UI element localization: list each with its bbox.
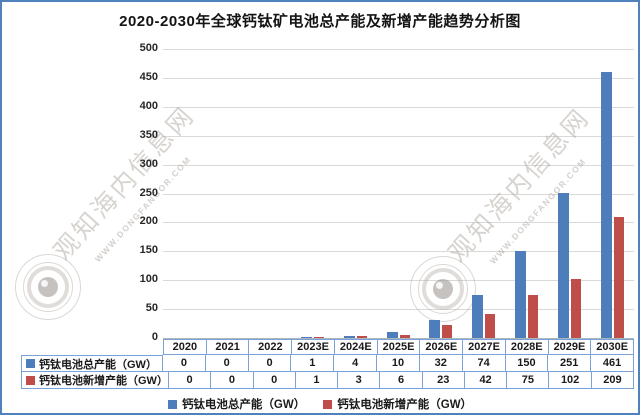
gridline-400 (163, 106, 634, 108)
table-cell-2025E: 10 (377, 355, 420, 372)
y-axis-tick-200: 200 (139, 215, 158, 228)
watermark-site-text: 观知海内信息网 (48, 101, 201, 266)
legend: 钙钛电池总产能（GW） 钙钛电池新增产能（GW） (2, 395, 638, 413)
table-row-label: 钙钛电池总产能（GW） (21, 355, 163, 372)
bar-total-2027E (472, 295, 484, 338)
table-header-2030E: 2030E (591, 339, 635, 355)
table-header-2021: 2021 (206, 339, 250, 355)
table-header-2024E: 2024E (334, 339, 378, 355)
y-axis-tick-0: 0 (151, 331, 158, 343)
gridline-250 (163, 193, 634, 195)
bar-new-2028E (527, 295, 538, 338)
table-header-2027E: 2027E (463, 339, 506, 355)
y-axis-tick-300: 300 (139, 157, 158, 170)
y-axis-tick-100: 100 (139, 273, 158, 286)
table-row-label-text: 钙钛电池总产能（GW） (39, 358, 157, 371)
table-cell-2022: 0 (253, 372, 296, 389)
bar-new-2023E (313, 337, 324, 338)
gridline-100 (163, 280, 634, 282)
bar-new-2027E (485, 314, 496, 338)
table-cell-2023E: 1 (291, 355, 335, 372)
table-cell-2026E: 32 (419, 355, 463, 372)
y-axis-tick-50: 50 (145, 302, 158, 315)
table-cell-2024E: 3 (338, 372, 381, 389)
table-header-2029E: 2029E (548, 339, 592, 355)
chart-title: 2020-2030年全球钙钛矿电池总产能及新增产能趋势分析图 (119, 13, 521, 30)
new-legend-marker-icon (323, 399, 333, 409)
table-header-2025E: 2025E (377, 339, 421, 355)
table-row-total: 钙钛电池总产能（GW） 0 0 0 1 4 10 32 74 150 251 461 (21, 355, 634, 372)
y-axis-tick-150: 150 (139, 244, 158, 257)
data-table: 2020 2021 2022 2023E 2024E 2025E 2026E 2027E 202… (21, 339, 635, 389)
table-header-2022: 2022 (249, 339, 293, 355)
bar-new-2024E (356, 336, 367, 338)
new-series-marker-icon (26, 375, 35, 385)
table-row-label: 钙钛电池新增产能（GW） (21, 372, 169, 389)
table-cell-2021: 0 (211, 372, 254, 389)
legend-item-total: 钙钛电池总产能（GW） (167, 396, 306, 412)
y-axis-tick-500: 500 (139, 42, 158, 54)
gridline-200 (163, 222, 634, 224)
table-cell-2021: 0 (205, 355, 249, 372)
table-cell-2025E: 6 (380, 372, 423, 389)
legend-item-new: 钙钛电池新增产能（GW） (323, 396, 472, 412)
watermark-url-text: WWW.DONGFANGOR.COM (487, 156, 589, 266)
bar-total-2025E (386, 332, 398, 338)
table-header-2026E: 2026E (420, 339, 464, 355)
table-cell-2023E: 1 (295, 372, 339, 389)
table-cell-2027E: 42 (464, 372, 508, 389)
bar-total-2024E (343, 336, 355, 338)
bar-new-2025E (399, 335, 410, 338)
y-axis-tick-250: 250 (139, 186, 158, 199)
table-cell-2029E: 251 (548, 355, 592, 372)
table-row-new: 钙钛电池新增产能（GW） 0 0 0 1 3 6 23 42 75 102 209 (21, 372, 635, 389)
table-cell-2030E: 209 (591, 372, 635, 389)
table-corner-empty (21, 339, 163, 355)
table-cell-2020: 0 (163, 355, 206, 372)
gridline-50 (163, 309, 634, 311)
table-cell-2028E: 75 (507, 372, 550, 389)
watermark-site-text: 观知海内信息网 (443, 103, 596, 268)
table-cell-2024E: 4 (334, 355, 378, 372)
bar-new-2026E (442, 325, 453, 338)
table-cell-2027E: 74 (462, 355, 506, 372)
bar-total-2026E (429, 320, 441, 338)
y-axis-tick-450: 450 (139, 70, 158, 83)
gridline-150 (163, 251, 634, 253)
total-series-marker-icon (26, 359, 35, 368)
bar-total-2023E (300, 337, 312, 338)
table-cell-2028E: 150 (505, 355, 549, 372)
y-axis-tick-350: 350 (139, 128, 158, 141)
table-cell-2030E: 461 (591, 355, 634, 372)
watermark-logo-icon (410, 256, 476, 322)
table-cell-2022: 0 (248, 355, 292, 372)
gridline-350 (163, 135, 634, 137)
gridline-500 (163, 49, 634, 50)
table-header-2023E: 2023E (292, 339, 335, 355)
table-cell-2020: 0 (168, 372, 212, 389)
gridline-0 (163, 338, 634, 339)
bar-new-2029E (570, 279, 581, 338)
table-cell-2026E: 23 (422, 372, 465, 389)
legend-label: 钙钛电池总产能（GW） (181, 399, 306, 411)
table-header-2028E: 2028E (505, 339, 549, 355)
y-axis-tick-400: 400 (139, 99, 158, 112)
watermark-logo-icon (15, 254, 81, 320)
bar-total-2030E (600, 72, 612, 338)
bar-total-2029E (557, 193, 569, 338)
table-cell-2029E: 102 (549, 372, 592, 389)
total-legend-marker-icon (167, 399, 177, 409)
table-header-row: 2020 2021 2022 2023E 2024E 2025E 2026E 2027E 202… (21, 339, 635, 355)
bar-new-2030E (613, 217, 624, 338)
table-row-label-text: 钙钛电池新增产能（GW） (39, 375, 168, 387)
legend-label: 钙钛电池新增产能（GW） (337, 399, 473, 411)
table-header-2020: 2020 (163, 339, 207, 355)
gridline-450 (163, 77, 634, 79)
bar-total-2028E (514, 251, 526, 338)
gridline-300 (163, 164, 634, 166)
